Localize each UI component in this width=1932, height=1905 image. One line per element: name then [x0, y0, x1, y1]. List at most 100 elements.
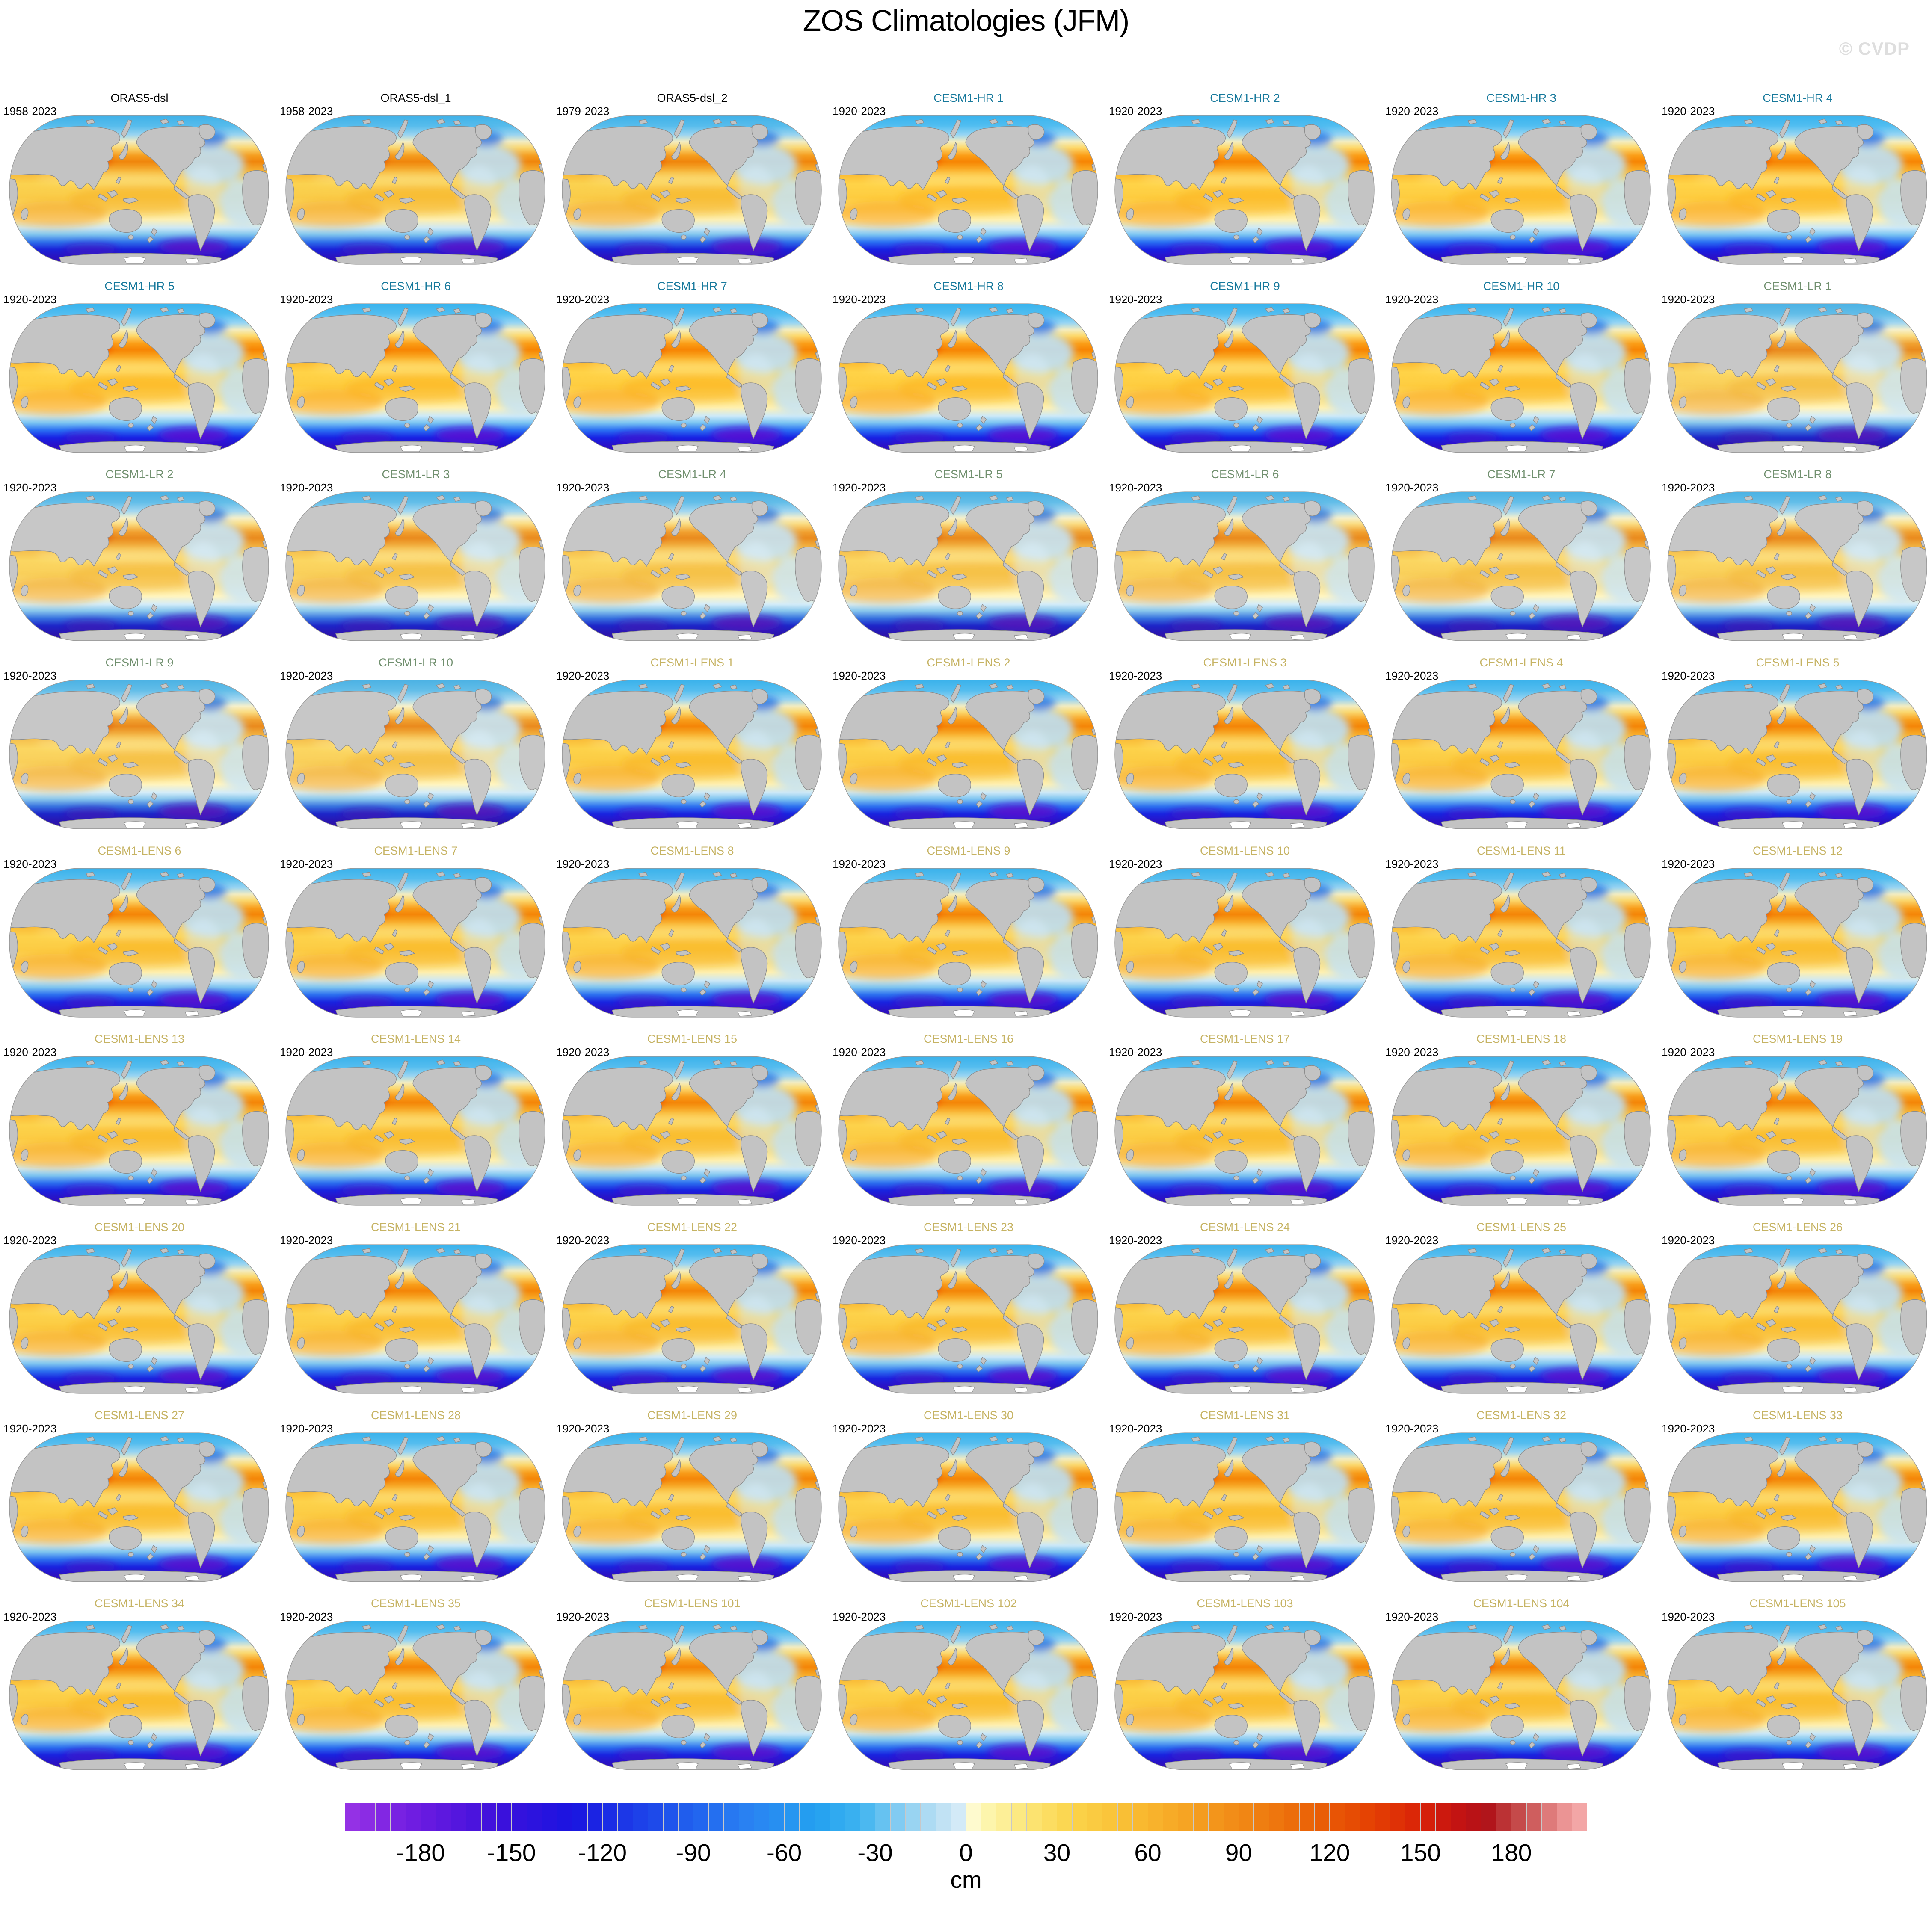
world-map [838, 1055, 1099, 1207]
map-panel: CESM1-LENS 1 1920-2023 [555, 656, 829, 843]
world-map [561, 302, 822, 454]
panel-year-range: 1920-2023 [1109, 1234, 1162, 1247]
panel-year-range: 1920-2023 [280, 1046, 333, 1059]
map-panel: CESM1-LR 3 1920-2023 [279, 468, 553, 654]
colorbar-cell [936, 1803, 951, 1831]
colorbar-tick-label: 60 [1134, 1839, 1162, 1867]
panel-title: CESM1-LENS 101 [644, 1597, 741, 1610]
world-map [285, 1431, 546, 1583]
colorbar-cell [1466, 1803, 1482, 1831]
panel-title: CESM1-LENS 18 [1476, 1032, 1567, 1045]
world-map [561, 114, 822, 266]
colorbar-cell [724, 1803, 739, 1831]
map-panel: CESM1-HR 6 1920-2023 [279, 280, 553, 466]
map-panel: CESM1-LENS 104 1920-2023 [1384, 1597, 1658, 1784]
panel-year-range: 1920-2023 [556, 669, 610, 682]
panel-year-range: 1920-2023 [556, 1234, 610, 1247]
panel-title: ORAS5-dsl_1 [380, 92, 451, 104]
map-panel: CESM1-LENS 27 1920-2023 [3, 1409, 276, 1595]
world-map [1114, 302, 1375, 454]
colorbar-cell [1117, 1803, 1133, 1831]
world-map [1114, 1243, 1375, 1395]
colorbar-cell [1481, 1803, 1496, 1831]
panel-title: CESM1-LENS 3 [1203, 656, 1287, 669]
panel-year-range: 1920-2023 [833, 1422, 886, 1435]
panel-title: CESM1-LR 5 [934, 468, 1003, 481]
colorbar-cell [527, 1803, 542, 1831]
map-panel: CESM1-LENS 11 1920-2023 [1384, 844, 1658, 1031]
map-panel: CESM1-LR 9 1920-2023 [3, 656, 276, 843]
map-panel: CESM1-LENS 12 1920-2023 [1661, 844, 1932, 1031]
panel-year-range: 1920-2023 [280, 293, 333, 306]
world-map [1667, 678, 1928, 831]
panel-year-range: 1920-2023 [833, 669, 886, 682]
colorbar-tick-label: 30 [1043, 1839, 1071, 1867]
panel-year-range: 1920-2023 [1109, 293, 1162, 306]
world-map [1390, 1619, 1651, 1772]
map-panel: CESM1-LENS 34 1920-2023 [3, 1597, 276, 1784]
world-map [838, 302, 1099, 454]
map-panel: CESM1-LENS 33 1920-2023 [1661, 1409, 1932, 1595]
world-map [838, 1619, 1099, 1772]
colorbar-cell [421, 1803, 436, 1831]
colorbar-cell [1405, 1803, 1421, 1831]
map-panel: CESM1-HR 9 1920-2023 [1108, 280, 1382, 466]
panel-year-range: 1920-2023 [1662, 858, 1715, 870]
panel-year-range: 1920-2023 [3, 669, 57, 682]
map-panel: CESM1-LR 4 1920-2023 [555, 468, 829, 654]
world-map [9, 1243, 270, 1395]
world-map [838, 1243, 1099, 1395]
panel-year-range: 1920-2023 [1662, 1610, 1715, 1623]
cvdp-watermark: © CVDP [1839, 38, 1910, 59]
colorbar-cell [360, 1803, 376, 1831]
map-panel: ORAS5-dsl_2 1979-2023 [555, 92, 829, 278]
map-panel: CESM1-HR 4 1920-2023 [1661, 92, 1932, 278]
panel-title: CESM1-LENS 25 [1476, 1221, 1567, 1234]
panel-year-range: 1920-2023 [556, 481, 610, 494]
colorbar-cell [693, 1803, 709, 1831]
panel-title: CESM1-HR 2 [1210, 92, 1280, 104]
panel-year-range: 1920-2023 [1385, 105, 1439, 118]
world-map [838, 678, 1099, 831]
world-map [1667, 867, 1928, 1019]
panel-year-range: 1920-2023 [833, 1234, 886, 1247]
world-map [1390, 490, 1651, 642]
colorbar-cell [1224, 1803, 1239, 1831]
map-panel: CESM1-LENS 35 1920-2023 [279, 1597, 553, 1784]
world-map [561, 1619, 822, 1772]
panel-year-range: 1920-2023 [1109, 858, 1162, 870]
map-panel: ORAS5-dsl 1958-2023 [3, 92, 276, 278]
panel-year-range: 1920-2023 [1662, 1422, 1715, 1435]
panel-title: CESM1-LENS 34 [94, 1597, 185, 1610]
map-panel: CESM1-LENS 26 1920-2023 [1661, 1221, 1932, 1407]
map-panel: CESM1-LENS 101 1920-2023 [555, 1597, 829, 1784]
panel-year-range: 1958-2023 [3, 105, 57, 118]
colorbar-cell [981, 1803, 997, 1831]
panel-title: CESM1-LENS 5 [1756, 656, 1840, 669]
panel-title: CESM1-LENS 26 [1752, 1221, 1843, 1234]
colorbar-cell [497, 1803, 512, 1831]
world-map [9, 678, 270, 831]
colorbar-cell [830, 1803, 845, 1831]
colorbar-unit-label: cm [950, 1867, 982, 1893]
colorbar-cell [1284, 1803, 1300, 1831]
panel-title: CESM1-LENS 29 [647, 1409, 738, 1422]
map-panel: CESM1-HR 10 1920-2023 [1384, 280, 1658, 466]
panel-title: CESM1-HR 9 [1210, 280, 1280, 293]
panel-year-range: 1920-2023 [1385, 858, 1439, 870]
panel-year-range: 1920-2023 [280, 1422, 333, 1435]
panel-year-range: 1920-2023 [1662, 1046, 1715, 1059]
colorbar-cell [1496, 1803, 1512, 1831]
panel-title: CESM1-LENS 11 [1476, 844, 1566, 857]
colorbar-tick-label: 180 [1491, 1839, 1532, 1867]
map-panel: CESM1-LENS 2 1920-2023 [832, 656, 1105, 843]
panel-title: CESM1-LENS 27 [94, 1409, 185, 1422]
panel-title: CESM1-HR 7 [657, 280, 727, 293]
panel-year-range: 1920-2023 [1385, 1422, 1439, 1435]
panel-title: CESM1-LENS 105 [1749, 1597, 1846, 1610]
world-map [1390, 114, 1651, 266]
world-map [1667, 490, 1928, 642]
map-panel: CESM1-LENS 3 1920-2023 [1108, 656, 1382, 843]
colorbar-cell [1193, 1803, 1209, 1831]
panel-title: CESM1-LR 10 [378, 656, 453, 669]
